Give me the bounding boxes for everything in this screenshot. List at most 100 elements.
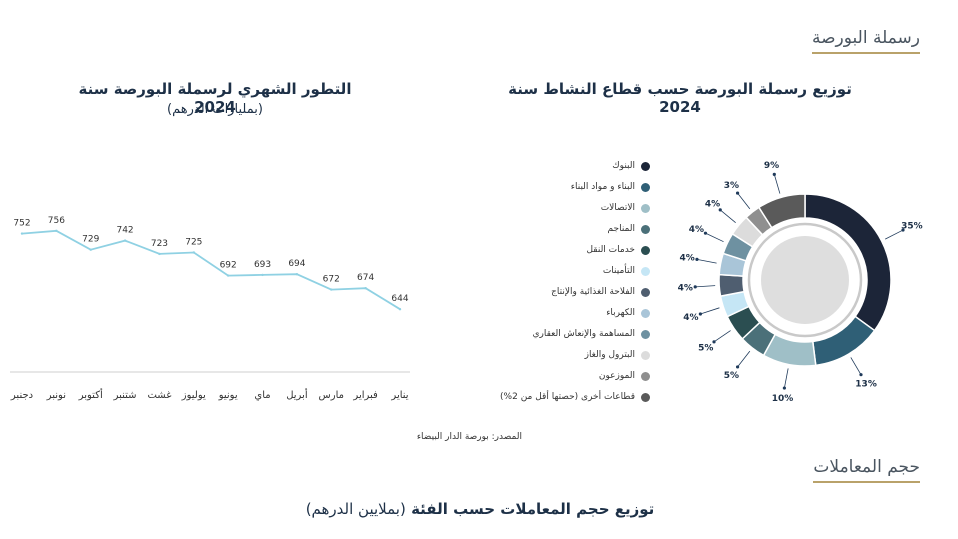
data-point-8 <box>158 252 161 256</box>
legend-item-10: البترول والغاز <box>585 347 650 363</box>
legend-item-8: الكهرباء <box>606 305 650 321</box>
data-point-1 <box>398 308 402 311</box>
leader-dot-8 <box>695 257 699 261</box>
x-tick-label-6: يونيو <box>218 390 238 401</box>
leader-dot-10 <box>718 208 722 212</box>
data-label-5: 693 <box>254 260 271 270</box>
legend-label-4: المناجم <box>607 224 635 234</box>
legend-swatch-2 <box>641 182 650 192</box>
bottom-chart-title: توزيع حجم المعاملات حسب الفئة (بملايين ا… <box>270 500 690 518</box>
legend-label-5: خدمات النقل <box>586 245 635 255</box>
data-point-3 <box>330 288 333 291</box>
leader-line-11 <box>737 192 751 210</box>
data-label-10: 729 <box>82 235 99 245</box>
data-point-5 <box>261 273 264 277</box>
bottom-chart-title-bold: توزيع حجم المعاملات حسب الفئة <box>411 500 655 518</box>
legend-item-1: البنوك <box>612 158 650 174</box>
leader-line-10 <box>719 209 736 223</box>
value-label-11: 3% <box>724 181 739 191</box>
legend-item-4: المناجم <box>608 221 650 237</box>
x-tick-label-8: غشت <box>147 390 171 401</box>
data-label-1: 644 <box>391 294 408 304</box>
leader-dot-4 <box>735 365 740 369</box>
legend-item-6: التأمينات <box>603 263 650 279</box>
legend-label-8: الكهرباء <box>606 308 635 318</box>
leader-dot-12 <box>772 172 776 176</box>
data-point-9 <box>123 239 127 242</box>
legend-swatch-4 <box>641 224 650 234</box>
leader-dot-7 <box>693 285 697 289</box>
leader-dot-11 <box>735 191 740 195</box>
legend-swatch-3 <box>641 203 650 213</box>
data-point-12 <box>20 232 24 235</box>
value-label-7: 4% <box>678 284 693 294</box>
line-chart-subtitle: (بمليارات الدرهم) <box>167 102 263 117</box>
legend-label-2: البناء و مواد البناء <box>570 182 635 192</box>
value-label-10: 4% <box>705 200 720 210</box>
leader-line-1 <box>885 229 904 240</box>
donut-slice-12 <box>757 193 806 229</box>
legend-swatch-5 <box>641 245 650 255</box>
data-label-2: 674 <box>357 273 374 283</box>
data-label-12: 752 <box>13 219 30 229</box>
x-tick-label-12: دجنبر <box>10 390 33 401</box>
data-point-7 <box>192 251 196 254</box>
donut-slice-7 <box>718 273 745 297</box>
legend-item-2: البناء و مواد البناء <box>571 179 650 195</box>
x-tick-label-4: أبريل <box>286 388 308 401</box>
value-label-12: 9% <box>764 161 779 171</box>
x-tick-label-5: ماي <box>254 390 270 401</box>
x-tick-label-3: مارس <box>319 390 344 401</box>
data-label-4: 694 <box>288 259 305 269</box>
section-title-market-cap: رسملة البورصة <box>811 28 920 54</box>
leader-dot-2 <box>859 373 863 377</box>
leader-line-4 <box>737 350 751 368</box>
legend-swatch-9 <box>641 329 650 339</box>
data-point-11 <box>55 229 58 232</box>
legend-item-12: قطاعات أخرى (حصتها أقل من 2%) <box>500 389 650 405</box>
value-label-1: 35% <box>901 222 923 232</box>
legend-label-1: البنوك <box>612 161 635 171</box>
line-chart-title: التطور الشهري لرسملة البورصة سنة 2024 <box>78 80 352 116</box>
data-point-2 <box>364 287 367 290</box>
data-label-8: 723 <box>151 239 168 249</box>
legend-label-10: البترول والغاز <box>584 350 635 360</box>
source-note: المصدر: بورصة الدار البيضاء <box>416 432 522 442</box>
legend-swatch-8 <box>641 308 650 318</box>
data-point-10 <box>89 248 92 251</box>
donut-chart-title: توزيع رسملة البورصة حسب قطاع النشاط سنة … <box>508 80 852 116</box>
data-point-4 <box>295 273 299 276</box>
leader-line-3 <box>783 368 789 389</box>
x-tick-label-9: شتنبر <box>113 390 137 401</box>
x-tick-label-2: فبراير <box>352 390 378 401</box>
leader-dot-6 <box>698 312 702 316</box>
section-title-transactions: حجم المعاملات <box>813 457 920 483</box>
data-label-6: 692 <box>220 261 237 271</box>
leader-dot-5 <box>712 340 716 344</box>
value-label-3: 10% <box>772 394 794 404</box>
legend-label-11: الموزعون <box>598 371 635 381</box>
legend-item-7: الفلاحة الغذائية والإنتاج <box>551 284 650 300</box>
leader-line-8 <box>696 258 717 264</box>
leader-line-9 <box>705 232 724 243</box>
leader-dot-3 <box>782 386 786 390</box>
value-label-8: 4% <box>679 254 694 264</box>
legend-item-3: الاتصالات <box>601 200 650 216</box>
leader-line-12 <box>773 174 781 194</box>
legend-label-12: قطاعات أخرى (حصتها أقل من 2%) <box>500 392 635 402</box>
legend-item-11: الموزعون <box>599 368 650 384</box>
data-point-6 <box>226 274 230 277</box>
data-label-11: 756 <box>48 216 65 226</box>
value-label-2: 13% <box>855 379 877 389</box>
leader-line-5 <box>713 330 731 343</box>
series-line <box>21 229 401 310</box>
value-label-4: 5% <box>724 371 739 381</box>
value-label-9: 4% <box>689 225 704 235</box>
legend-swatch-6 <box>641 266 650 276</box>
legend-label-9: المساهمة والإنعاش العقاري <box>532 329 635 339</box>
legend-item-9: المساهمة والإنعاش العقاري <box>532 326 650 342</box>
legend-label-7: الفلاحة الغذائية والإنتاج <box>551 287 635 297</box>
leader-line-2 <box>850 357 862 375</box>
